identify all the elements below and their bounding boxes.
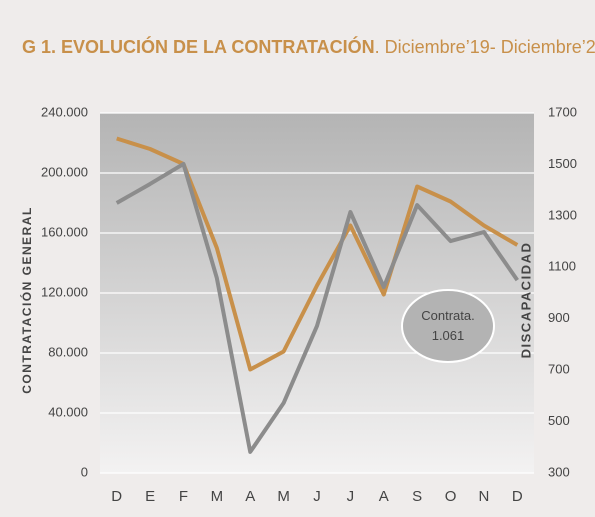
y2-tick-label: 1500 [548,156,577,171]
y2-tick-label: 300 [548,464,570,479]
y2-axis-title: DISCAPACIDAD [518,242,533,359]
x-tick-label: N [479,488,490,505]
annotation: Contrata. 1.061 [421,308,474,343]
x-tick-label: D [512,488,523,505]
x-tick-label: A [379,488,389,505]
y-tick-label: 160.000 [41,224,88,239]
y-axis-title: CONTRATACIÓN GENERAL [19,206,34,394]
y2-tick-label: 500 [548,413,570,428]
y-tick-label: 80.000 [48,344,88,359]
y2-tick-label: 1700 [548,104,577,119]
annotation-bubble [401,289,495,363]
y-tick-label: 0 [81,464,88,479]
series-line [115,161,519,454]
x-tick-label: J [313,488,321,505]
y-tick-label: 120.000 [41,284,88,299]
x-tick-label: F [179,488,188,505]
x-tick-label: M [277,488,290,505]
x-tick-label: J [347,488,355,505]
x-tick-label: S [412,488,422,505]
y-tick-label: 40.000 [48,404,88,419]
x-tick-label: O [445,488,457,505]
y-tick-label: 240.000 [41,104,88,119]
x-tick-label: D [111,488,122,505]
annotation-line: Contrata. [421,308,474,323]
y2-tick-label: 1100 [548,259,576,274]
annotation-line: 1.061 [432,328,465,343]
x-tick-label: E [145,488,155,505]
title-sub: . Diciembre’19- Diciembre’20 [375,37,595,57]
y-tick-label: 200.000 [41,164,88,179]
y2-tick-label: 1300 [548,207,577,222]
y2-tick-label: 900 [548,310,570,325]
chart-title: G 1. EVOLUCIÓN DE LA CONTRATACIÓN. Dicie… [22,36,595,57]
x-tick-label: A [245,488,255,505]
title-main: G 1. EVOLUCIÓN DE LA CONTRATACIÓN [22,36,375,57]
x-tick-label: M [211,488,224,505]
y2-tick-label: 700 [548,362,570,377]
